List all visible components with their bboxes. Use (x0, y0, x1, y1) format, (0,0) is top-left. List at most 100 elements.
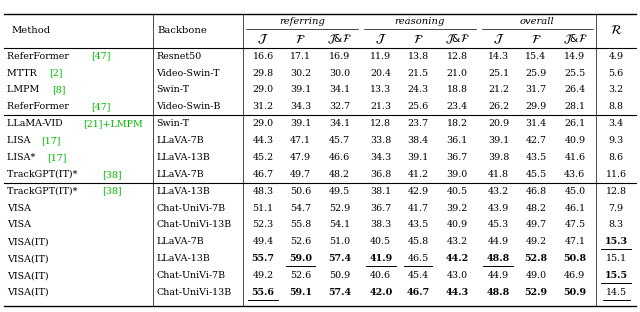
Text: 49.7: 49.7 (525, 221, 547, 230)
Text: [38]: [38] (102, 187, 122, 196)
Text: 14.3: 14.3 (488, 52, 509, 61)
Text: 39.1: 39.1 (290, 119, 311, 128)
Text: 13.3: 13.3 (370, 85, 392, 95)
Text: 33.8: 33.8 (370, 136, 392, 145)
Text: $\mathcal{J}$: $\mathcal{J}$ (257, 33, 269, 46)
Text: 41.6: 41.6 (564, 153, 586, 162)
Text: VISA(IT): VISA(IT) (7, 237, 49, 246)
Text: 48.2: 48.2 (525, 204, 547, 212)
Text: 44.3: 44.3 (445, 288, 469, 297)
Text: 15.4: 15.4 (525, 52, 547, 61)
Text: 50.9: 50.9 (563, 288, 586, 297)
Text: 52.3: 52.3 (252, 221, 274, 230)
Text: 43.5: 43.5 (525, 153, 547, 162)
Text: 36.7: 36.7 (370, 204, 392, 212)
Text: 43.5: 43.5 (408, 221, 429, 230)
Text: 45.7: 45.7 (329, 136, 350, 145)
Text: TrackGPT(IT)*: TrackGPT(IT)* (7, 170, 81, 179)
Text: 31.7: 31.7 (525, 85, 547, 95)
Text: LLaVA-13B: LLaVA-13B (156, 254, 210, 263)
Text: 46.7: 46.7 (253, 170, 274, 179)
Text: 15.1: 15.1 (605, 254, 627, 263)
Text: 44.9: 44.9 (488, 271, 509, 280)
Text: 50.9: 50.9 (329, 271, 350, 280)
Text: 41.2: 41.2 (408, 170, 429, 179)
Text: 41.8: 41.8 (488, 170, 509, 179)
Text: 39.0: 39.0 (447, 170, 468, 179)
Text: 28.1: 28.1 (564, 102, 586, 111)
Text: 23.4: 23.4 (447, 102, 468, 111)
Text: LISA*: LISA* (7, 153, 38, 162)
Text: 43.2: 43.2 (488, 187, 509, 196)
Text: 46.8: 46.8 (525, 187, 547, 196)
Text: 26.2: 26.2 (488, 102, 509, 111)
Text: LLaVA-7B: LLaVA-7B (156, 136, 204, 145)
Text: 41.9: 41.9 (369, 254, 392, 263)
Text: 39.2: 39.2 (447, 204, 468, 212)
Text: 50.8: 50.8 (563, 254, 586, 263)
Text: 18.2: 18.2 (447, 119, 468, 128)
Text: 40.9: 40.9 (564, 136, 586, 145)
Text: LLaVA-7B: LLaVA-7B (156, 237, 204, 246)
Text: 49.7: 49.7 (290, 170, 311, 179)
Text: 48.2: 48.2 (329, 170, 350, 179)
Text: 25.1: 25.1 (488, 69, 509, 78)
Text: 40.5: 40.5 (447, 187, 468, 196)
Text: 45.5: 45.5 (525, 170, 547, 179)
Text: 40.9: 40.9 (447, 221, 468, 230)
Text: TrackGPT(IT)*: TrackGPT(IT)* (7, 187, 81, 196)
Text: 31.4: 31.4 (525, 119, 547, 128)
Text: Chat-UniVi-7B: Chat-UniVi-7B (156, 204, 225, 212)
Text: 49.4: 49.4 (253, 237, 274, 246)
Text: 34.3: 34.3 (290, 102, 311, 111)
Text: 29.8: 29.8 (253, 69, 274, 78)
Text: 54.7: 54.7 (290, 204, 311, 212)
Text: 15.3: 15.3 (605, 237, 628, 246)
Text: 29.0: 29.0 (253, 119, 274, 128)
Text: 46.5: 46.5 (408, 254, 429, 263)
Text: 12.8: 12.8 (371, 119, 391, 128)
Text: 51.0: 51.0 (329, 237, 350, 246)
Text: 15.5: 15.5 (605, 271, 628, 280)
Text: 48.8: 48.8 (487, 254, 510, 263)
Text: 52.6: 52.6 (290, 237, 311, 246)
Text: 48.3: 48.3 (253, 187, 274, 196)
Text: 42.0: 42.0 (369, 288, 392, 297)
Text: overall: overall (520, 17, 555, 26)
Text: 8.3: 8.3 (609, 221, 624, 230)
Text: 14.9: 14.9 (564, 52, 586, 61)
Text: 16.9: 16.9 (329, 52, 350, 61)
Text: 41.7: 41.7 (408, 204, 429, 212)
Text: 43.2: 43.2 (447, 237, 468, 246)
Text: 51.1: 51.1 (253, 204, 274, 212)
Text: LMPM: LMPM (7, 85, 42, 95)
Text: Method: Method (12, 27, 51, 35)
Text: [2]: [2] (49, 69, 63, 78)
Text: 59.0: 59.0 (289, 254, 312, 263)
Text: 11.6: 11.6 (605, 170, 627, 179)
Text: 45.4: 45.4 (408, 271, 429, 280)
Text: 14.5: 14.5 (605, 288, 627, 297)
Text: 50.6: 50.6 (290, 187, 311, 196)
Text: Swin-T: Swin-T (156, 119, 189, 128)
Text: 5.6: 5.6 (609, 69, 624, 78)
Text: VISA(IT): VISA(IT) (7, 271, 49, 280)
Text: 40.6: 40.6 (370, 271, 391, 280)
Text: 47.1: 47.1 (290, 136, 311, 145)
Text: 39.1: 39.1 (408, 153, 429, 162)
Text: VISA: VISA (7, 221, 31, 230)
Text: [17]: [17] (41, 136, 61, 145)
Text: 13.8: 13.8 (408, 52, 429, 61)
Text: ReferFormer: ReferFormer (7, 52, 72, 61)
Text: 59.1: 59.1 (289, 288, 312, 297)
Text: 4.9: 4.9 (609, 52, 624, 61)
Text: 57.4: 57.4 (328, 288, 351, 297)
Text: 23.7: 23.7 (408, 119, 429, 128)
Text: $\mathcal{R}$: $\mathcal{R}$ (610, 24, 622, 37)
Text: 34.1: 34.1 (329, 119, 350, 128)
Text: 46.9: 46.9 (564, 271, 586, 280)
Text: VISA: VISA (7, 204, 31, 212)
Text: 55.8: 55.8 (290, 221, 311, 230)
Text: $\mathcal{J}$: $\mathcal{J}$ (375, 33, 387, 46)
Text: 3.4: 3.4 (609, 119, 624, 128)
